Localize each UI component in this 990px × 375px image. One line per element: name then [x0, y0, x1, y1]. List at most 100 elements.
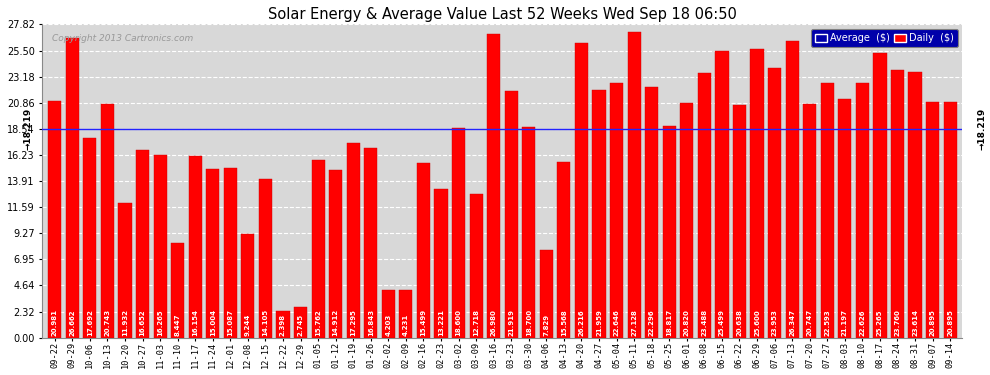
Text: 17.692: 17.692 [87, 309, 93, 336]
Text: 15.762: 15.762 [315, 309, 321, 336]
Bar [855, 83, 869, 338]
Text: 26.216: 26.216 [578, 309, 584, 336]
Bar [505, 91, 518, 338]
Text: 20.981: 20.981 [51, 309, 57, 336]
Title: Solar Energy & Average Value Last 52 Weeks Wed Sep 18 06:50: Solar Energy & Average Value Last 52 Wee… [268, 7, 737, 22]
Bar [785, 41, 799, 338]
Text: 15.087: 15.087 [228, 309, 234, 336]
Text: 16.154: 16.154 [192, 309, 198, 336]
Text: 22.626: 22.626 [859, 309, 865, 336]
Bar [662, 126, 676, 338]
Bar [645, 87, 658, 338]
Bar [452, 128, 465, 338]
Bar [803, 104, 817, 338]
Bar [83, 138, 96, 338]
Bar [189, 156, 202, 338]
Text: 16.843: 16.843 [367, 309, 374, 336]
Bar [680, 103, 693, 338]
Text: 26.980: 26.980 [491, 309, 497, 336]
Text: 22.296: 22.296 [648, 309, 654, 336]
Text: 23.953: 23.953 [771, 309, 777, 336]
Text: 14.912: 14.912 [333, 309, 339, 336]
Text: 2.398: 2.398 [280, 314, 286, 336]
Bar [65, 38, 79, 338]
Text: 25.265: 25.265 [877, 309, 883, 336]
Text: 18.700: 18.700 [526, 309, 532, 336]
Text: 20.895: 20.895 [947, 309, 953, 336]
Text: 18.817: 18.817 [666, 309, 672, 336]
Text: Copyright 2013 Cartronics.com: Copyright 2013 Cartronics.com [51, 34, 193, 43]
Bar [750, 50, 763, 338]
Bar [294, 307, 307, 338]
Bar [733, 105, 746, 338]
Bar [417, 163, 430, 338]
Bar [119, 203, 132, 338]
Text: 21.197: 21.197 [842, 309, 847, 336]
Bar [49, 102, 61, 338]
Text: 4.231: 4.231 [403, 314, 409, 336]
Bar [171, 243, 184, 338]
Bar [522, 127, 536, 338]
Text: 16.265: 16.265 [157, 309, 163, 336]
Bar [364, 148, 377, 338]
Bar [153, 154, 166, 338]
Bar [136, 150, 149, 338]
Bar [768, 68, 781, 338]
Text: →18.219: →18.219 [977, 108, 986, 150]
Text: 8.447: 8.447 [174, 314, 180, 336]
Bar [873, 53, 886, 338]
Text: 20.820: 20.820 [684, 309, 690, 336]
Text: 23.614: 23.614 [912, 309, 918, 336]
Text: 15.004: 15.004 [210, 309, 216, 336]
Text: 27.128: 27.128 [632, 309, 638, 336]
Bar [891, 70, 904, 338]
Text: 9.244: 9.244 [245, 314, 250, 336]
Bar [469, 195, 483, 338]
Bar [540, 249, 553, 338]
Text: 25.499: 25.499 [719, 309, 725, 336]
Text: 21.919: 21.919 [508, 309, 514, 336]
Text: 14.105: 14.105 [262, 309, 268, 336]
Bar [329, 170, 343, 338]
Text: 4.203: 4.203 [385, 314, 391, 336]
Text: 15.499: 15.499 [421, 309, 427, 336]
Text: 20.747: 20.747 [807, 309, 813, 336]
Bar [592, 90, 606, 338]
Bar [258, 179, 272, 338]
Bar [399, 290, 413, 338]
Bar [487, 34, 500, 338]
Text: 18.600: 18.600 [455, 309, 461, 336]
Bar [575, 42, 588, 338]
Bar [909, 72, 922, 338]
Text: 12.718: 12.718 [473, 309, 479, 336]
Text: →18.219: →18.219 [24, 108, 33, 150]
Text: 25.600: 25.600 [754, 309, 760, 336]
Text: 23.760: 23.760 [895, 309, 901, 336]
Bar [224, 168, 237, 338]
Bar [716, 51, 729, 338]
Bar [101, 104, 114, 338]
Text: 13.221: 13.221 [438, 309, 444, 336]
Bar [382, 290, 395, 338]
Legend: Average  ($), Daily  ($): Average ($), Daily ($) [811, 29, 957, 47]
Bar [242, 234, 254, 338]
Text: 2.745: 2.745 [298, 314, 304, 336]
Text: 26.347: 26.347 [789, 309, 795, 336]
Text: 21.959: 21.959 [596, 309, 602, 336]
Bar [698, 73, 711, 338]
Bar [206, 169, 220, 338]
Text: 11.932: 11.932 [122, 309, 128, 336]
Bar [839, 99, 851, 338]
Bar [943, 102, 956, 338]
Bar [276, 310, 289, 338]
Text: 26.662: 26.662 [69, 309, 75, 336]
Text: 22.646: 22.646 [614, 309, 620, 336]
Text: 22.593: 22.593 [825, 309, 831, 336]
Bar [312, 160, 325, 338]
Text: 17.295: 17.295 [350, 309, 356, 336]
Text: 16.652: 16.652 [140, 309, 146, 336]
Text: 15.568: 15.568 [561, 309, 567, 336]
Text: 20.743: 20.743 [104, 309, 111, 336]
Text: 20.895: 20.895 [930, 309, 936, 336]
Bar [435, 189, 447, 338]
